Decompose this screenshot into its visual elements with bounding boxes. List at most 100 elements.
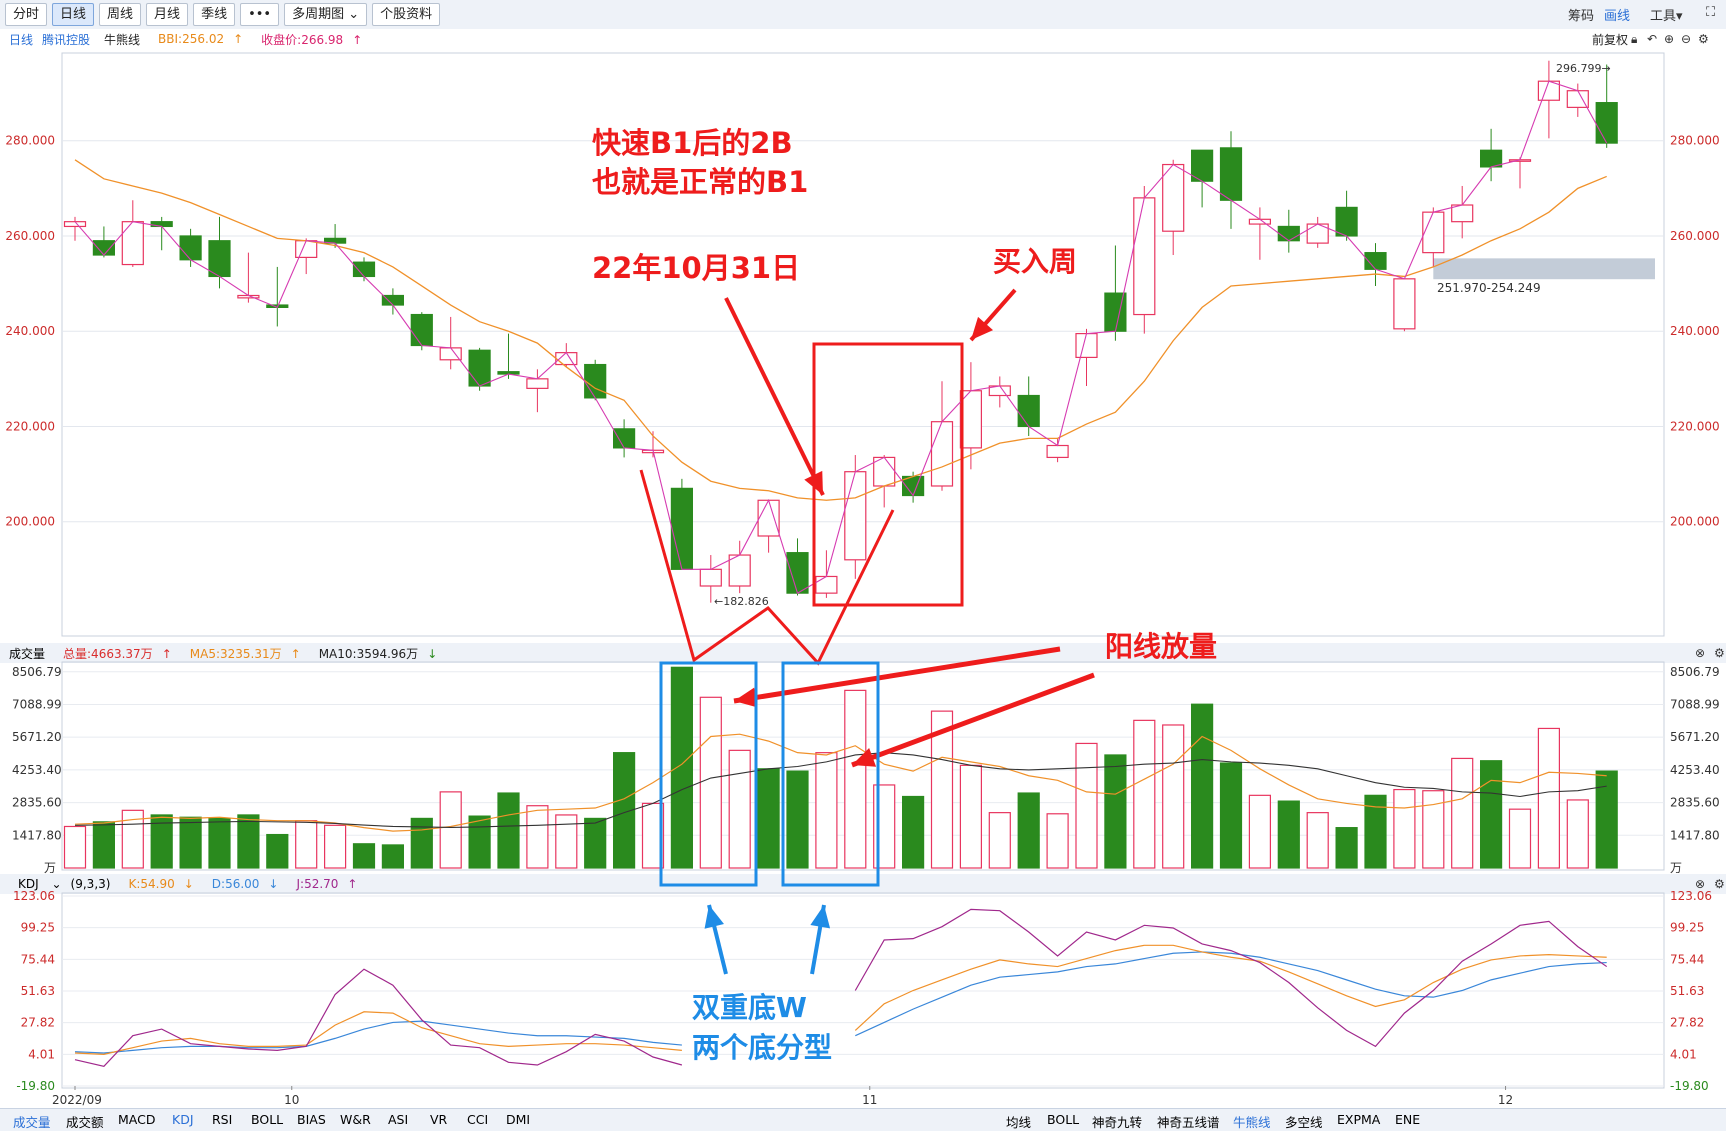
- x-tick-label: 2022/09: [52, 1093, 102, 1107]
- candle-body: [1479, 149, 1503, 168]
- lock-icon[interactable]: 🔒︎: [1631, 31, 1638, 46]
- zoom-in-icon[interactable]: ⊕: [1664, 32, 1675, 46]
- candle: [468, 347, 491, 391]
- adjust-mode[interactable]: 前复权: [1592, 32, 1629, 47]
- tab-dmi[interactable]: DMI: [506, 1112, 531, 1127]
- volume-bar: [1479, 760, 1503, 869]
- tab-turnover[interactable]: 成交额: [66, 1115, 104, 1130]
- candle: [1277, 209, 1300, 253]
- volume-bar: [641, 802, 665, 869]
- tab-ma[interactable]: 均线: [1006, 1115, 1032, 1130]
- tab-bias[interactable]: BIAS: [297, 1112, 326, 1127]
- undo-icon[interactable]: ↶: [1647, 32, 1658, 46]
- close-panel-icon[interactable]: ⊗: [1695, 877, 1706, 891]
- candle-body: [468, 349, 491, 387]
- volume-tick-left: 8506.79: [12, 665, 62, 679]
- volume-bar: [179, 816, 202, 869]
- candle-body: [324, 237, 347, 244]
- kdj-line-d: [74, 944, 1607, 1055]
- blue-arrow-2-shaft: [810, 904, 826, 975]
- candle-body: [612, 428, 636, 449]
- volume-bar: [526, 805, 549, 869]
- candle: [1422, 207, 1445, 267]
- tab-daily[interactable]: 日线: [52, 3, 95, 26]
- tab-wr[interactable]: W&R: [340, 1112, 371, 1127]
- panel-gear-icon[interactable]: ⚙: [1714, 646, 1725, 660]
- tab-expma[interactable]: EXPMA: [1337, 1112, 1381, 1127]
- tab-fenshi[interactable]: 分时: [5, 3, 48, 26]
- chip-button[interactable]: 筹码: [1568, 9, 1595, 24]
- tab-cci[interactable]: CCI: [467, 1112, 489, 1127]
- tab-vr[interactable]: VR: [430, 1112, 448, 1127]
- volume-bar: [121, 809, 144, 869]
- chevron-down-icon: ⌄: [348, 7, 360, 22]
- tab-quarterly[interactable]: 季线: [193, 3, 236, 26]
- volume-bar: [150, 814, 173, 869]
- volume-bar: [699, 696, 722, 869]
- candle-body: [410, 313, 433, 347]
- candle: [786, 538, 809, 596]
- tools-menu[interactable]: 工具▾: [1650, 5, 1683, 24]
- kdj-tick-right: 99.25: [1670, 921, 1704, 935]
- stock-profile-button[interactable]: 个股资料: [372, 3, 441, 26]
- tab-kdj[interactable]: KDJ: [172, 1112, 194, 1127]
- panel-gear-icon[interactable]: ⚙: [1714, 877, 1725, 891]
- volume-tick-left: 1417.80: [12, 828, 62, 842]
- candle: [930, 381, 954, 491]
- candle-body: [1162, 163, 1185, 232]
- annotation-double-bottom: 双重底W 两个底分型: [692, 988, 832, 1068]
- tab-magic-nine[interactable]: 神奇九转: [1092, 1115, 1143, 1130]
- tab-bull-bear[interactable]: 牛熊线: [1233, 1115, 1271, 1130]
- indicator-name[interactable]: 牛熊线: [104, 32, 141, 47]
- candle: [1162, 159, 1185, 256]
- multi-period-dropdown[interactable]: 多周期图 ⌄: [284, 3, 368, 26]
- fullscreen-icon[interactable]: ⛶: [1706, 5, 1716, 20]
- annotation-double-bottom-line2: 两个底分型: [692, 1031, 833, 1064]
- candle-body: [641, 449, 665, 454]
- candle: [555, 343, 578, 367]
- volume-bar: [92, 821, 116, 869]
- tab-weekly[interactable]: 周线: [99, 3, 142, 26]
- arrow-up-icon: ↑: [290, 646, 301, 661]
- bull-bear-line: [74, 159, 1607, 501]
- caret-down-icon: ▾: [1676, 9, 1683, 24]
- tab-asi[interactable]: ASI: [388, 1112, 409, 1127]
- tab-long-short[interactable]: 多空线: [1285, 1115, 1323, 1130]
- tab-rsi[interactable]: RSI: [212, 1112, 233, 1127]
- volume-bar: [1190, 703, 1214, 869]
- close-panel-icon[interactable]: ⊗: [1695, 646, 1706, 660]
- price-tick-right: 240.000: [1670, 324, 1720, 338]
- tab-boll-main[interactable]: BOLL: [1047, 1112, 1080, 1127]
- price-tick-left: 260.000: [5, 229, 55, 243]
- tools-label: 工具: [1650, 9, 1677, 24]
- tab-macd[interactable]: MACD: [118, 1112, 156, 1127]
- volume-bar: [930, 710, 954, 869]
- draw-line-button[interactable]: 画线: [1604, 9, 1631, 24]
- kdj-line-j: [74, 908, 1608, 1067]
- tab-volume[interactable]: 成交量: [13, 1115, 51, 1130]
- price-tick-right: 200.000: [1670, 515, 1720, 529]
- buy-week-arrow-head: [971, 316, 994, 340]
- tab-monthly[interactable]: 月线: [146, 3, 189, 26]
- volume-bar: [959, 764, 983, 869]
- stock-name[interactable]: 腾讯控股: [42, 32, 91, 47]
- candle-body: [1335, 206, 1358, 237]
- candle-body: [901, 475, 925, 497]
- candle: [901, 471, 925, 503]
- buy-week-arrow-shaft: [969, 288, 1017, 342]
- tab-ene[interactable]: ENE: [1395, 1112, 1421, 1127]
- settings-gear-icon[interactable]: ⚙: [1698, 32, 1709, 46]
- kdj-title[interactable]: KDJ ⌄: [9, 877, 62, 891]
- volume-tick-right: 4253.40: [1670, 763, 1720, 777]
- more-periods-button[interactable]: •••: [240, 3, 280, 26]
- candle: [179, 228, 202, 267]
- w-shape-line: [639, 469, 895, 666]
- candle-body: [555, 352, 578, 366]
- tab-boll[interactable]: BOLL: [251, 1112, 284, 1127]
- volume-bar: [612, 752, 636, 869]
- zoom-out-icon[interactable]: ⊖: [1681, 32, 1692, 46]
- tab-magic-five[interactable]: 神奇五线谱: [1157, 1115, 1220, 1130]
- multi-period-label: 多周期图: [292, 7, 345, 22]
- kdj-k-text: K:54.90: [128, 877, 175, 891]
